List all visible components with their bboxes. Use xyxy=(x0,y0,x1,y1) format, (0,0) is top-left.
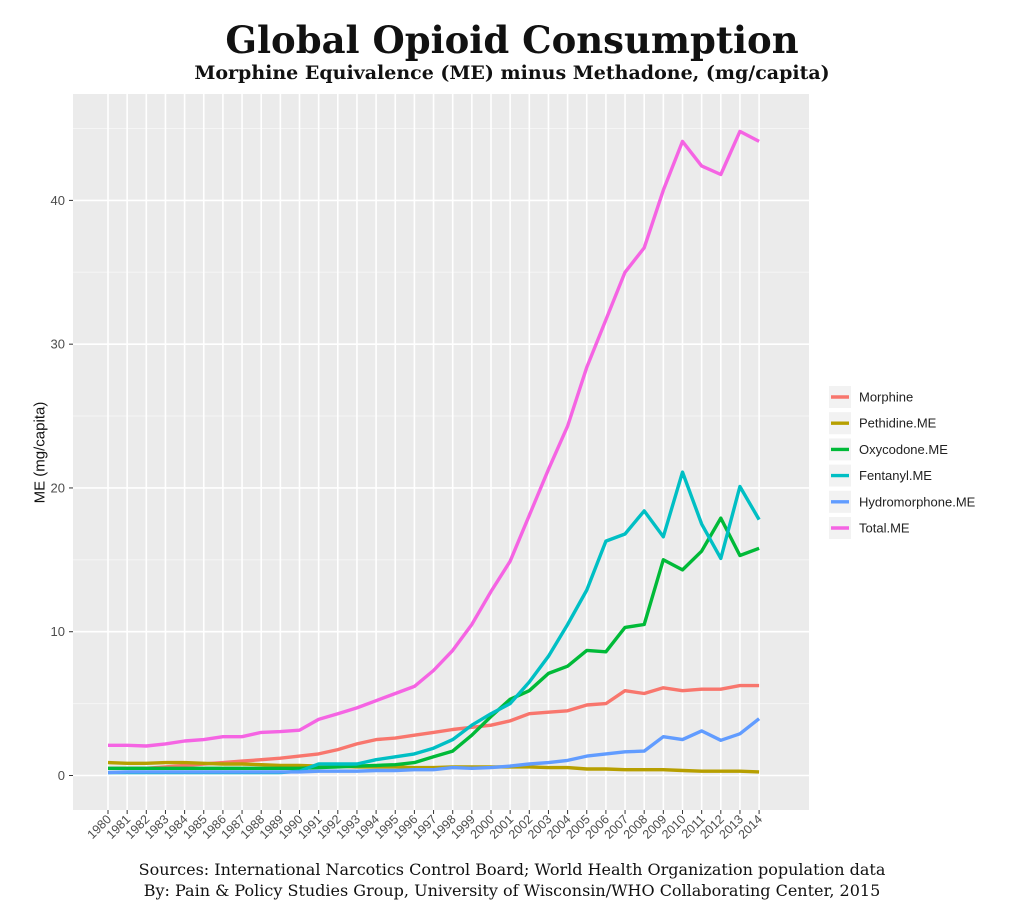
legend-label: Fentanyl.ME xyxy=(859,468,932,483)
plot-panel xyxy=(73,94,809,810)
chart-title: Global Opioid Consumption xyxy=(225,18,799,62)
series-line-oxycodone-me xyxy=(108,516,760,770)
y-tick-label: 40 xyxy=(51,193,65,208)
legend-label: Total.ME xyxy=(859,521,910,536)
credit-note: By: Pain & Policy Studies Group, Univers… xyxy=(143,881,881,900)
legend-label: Pethidine.ME xyxy=(859,416,937,431)
legend-label: Morphine xyxy=(859,390,913,405)
legend-label: Oxycodone.ME xyxy=(859,442,948,457)
legend-label: Hydromorphone.ME xyxy=(859,494,976,509)
series-line-pethidine-me xyxy=(107,760,760,774)
y-tick-label: 20 xyxy=(51,480,65,495)
series-line-hydromorphone-me xyxy=(107,717,761,775)
chart-subtitle: Morphine Equivalence (ME) minus Methadon… xyxy=(194,62,830,84)
series-line-total-me xyxy=(108,129,760,748)
source-note: Sources: International Narcotics Control… xyxy=(138,860,886,879)
y-axis-label: ME (mg/capita) xyxy=(31,401,49,504)
y-tick-label: 10 xyxy=(51,624,65,639)
y-tick-label: 30 xyxy=(51,337,65,352)
chart-area: 0102030401980198119821983198419851986198… xyxy=(51,94,976,842)
y-tick-label: 0 xyxy=(58,768,65,783)
